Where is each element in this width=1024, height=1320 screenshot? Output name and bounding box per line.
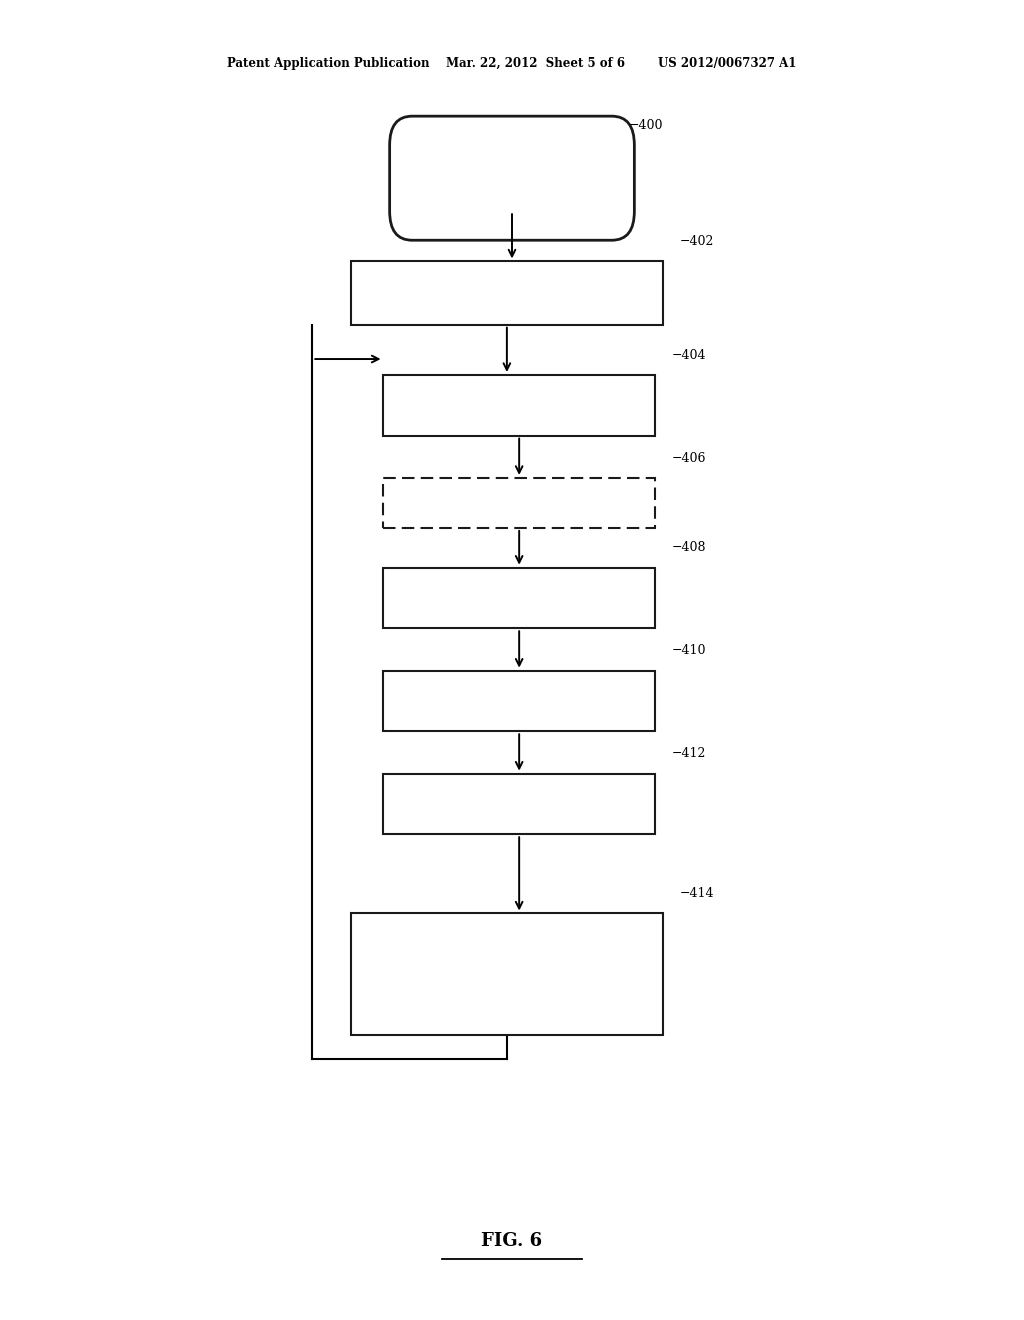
Bar xyxy=(383,568,655,628)
Bar xyxy=(350,913,664,1035)
Bar xyxy=(350,261,664,325)
Text: −412: −412 xyxy=(672,747,706,760)
Bar xyxy=(383,671,655,731)
Bar xyxy=(383,375,655,436)
Text: Patent Application Publication    Mar. 22, 2012  Sheet 5 of 6        US 2012/006: Patent Application Publication Mar. 22, … xyxy=(227,57,797,70)
FancyBboxPatch shape xyxy=(389,116,634,240)
Text: −408: −408 xyxy=(672,541,706,554)
Text: −400: −400 xyxy=(629,119,663,132)
Bar xyxy=(383,478,655,528)
Text: −414: −414 xyxy=(680,887,714,900)
Text: −404: −404 xyxy=(672,348,706,362)
Text: −406: −406 xyxy=(672,451,706,465)
Text: −402: −402 xyxy=(680,235,714,248)
Bar xyxy=(383,774,655,834)
Text: −410: −410 xyxy=(672,644,706,657)
Text: FIG. 6: FIG. 6 xyxy=(481,1232,543,1250)
